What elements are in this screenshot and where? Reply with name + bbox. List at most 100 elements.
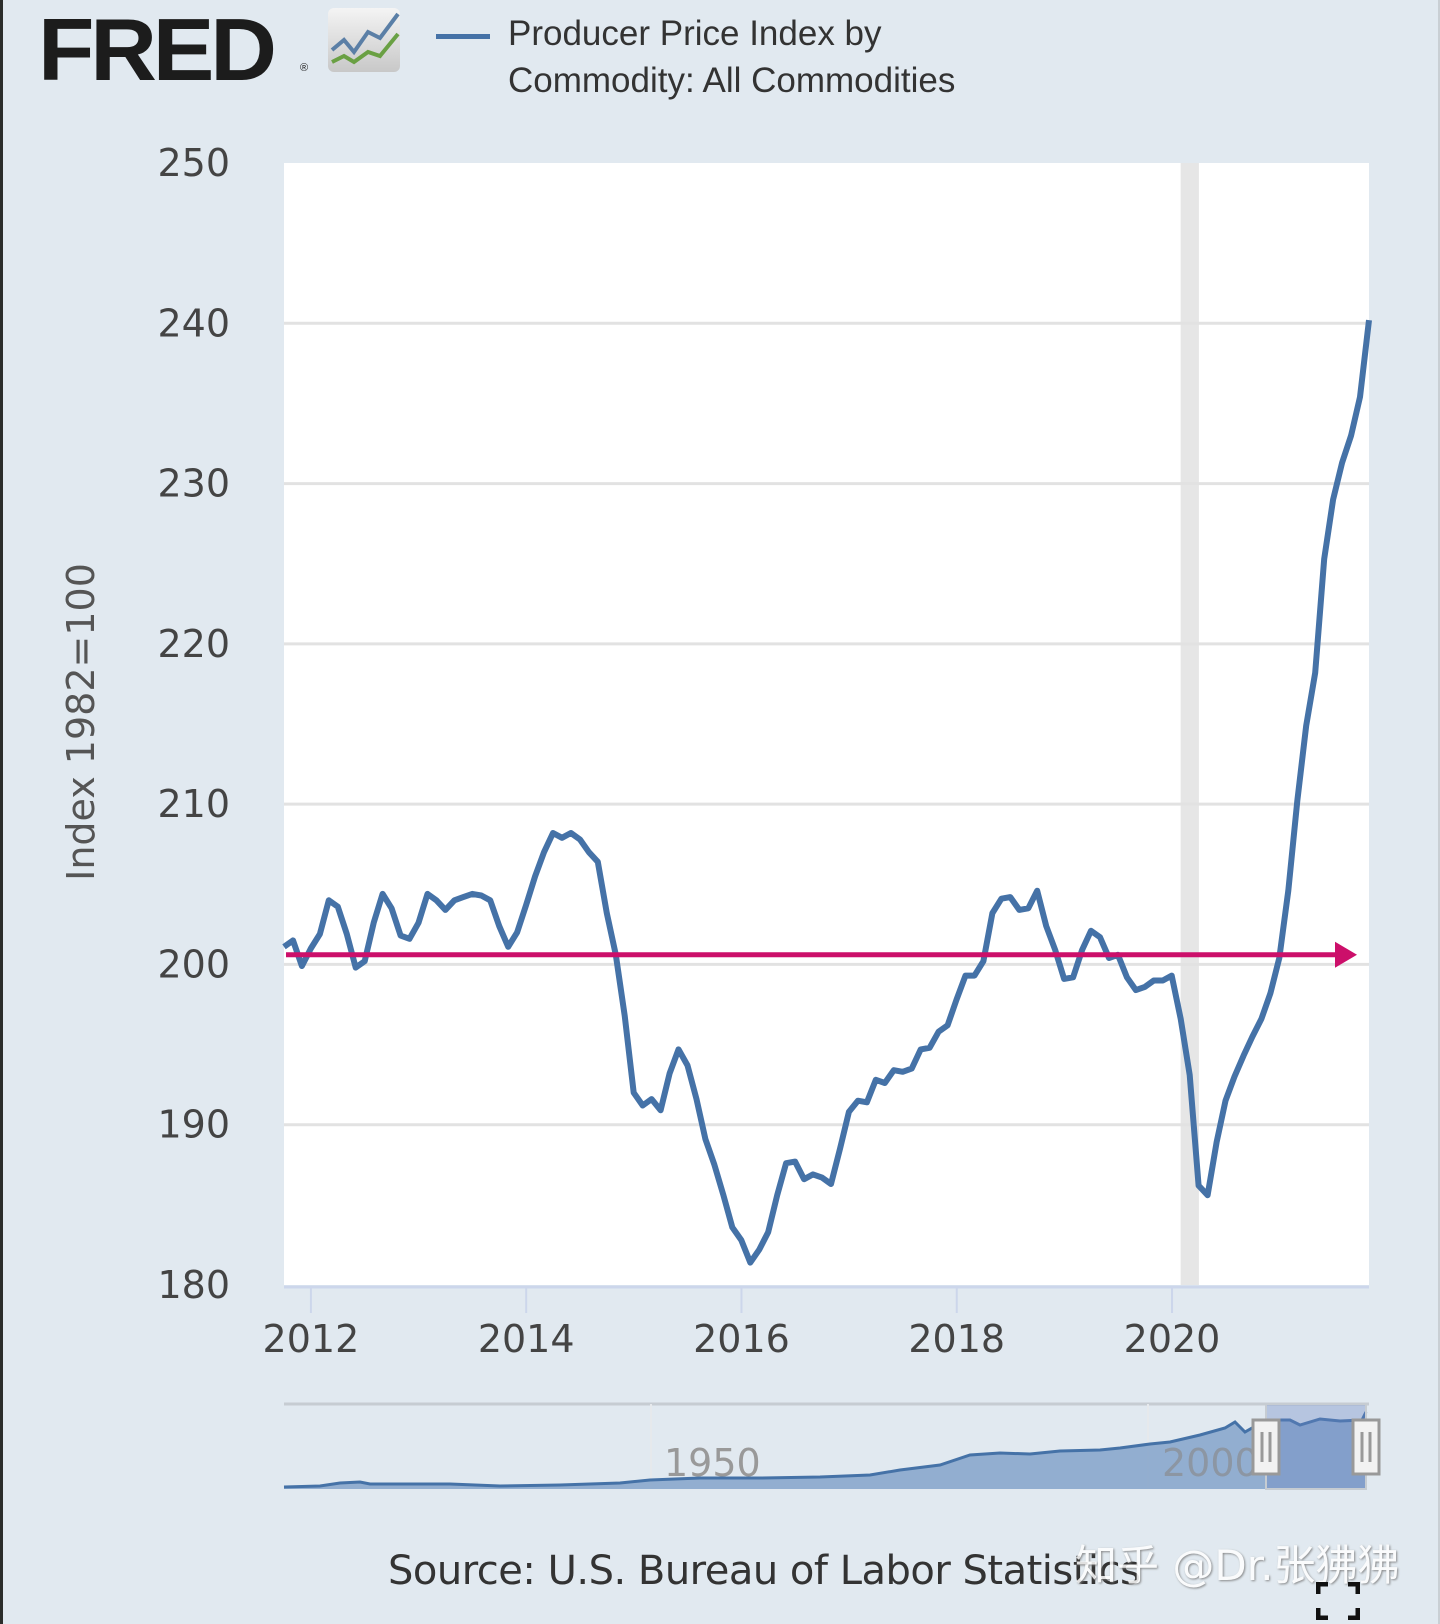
data-point[interactable]	[559, 835, 565, 841]
data-point[interactable]	[317, 931, 323, 937]
data-point[interactable]	[846, 1109, 852, 1115]
data-point[interactable]	[747, 1260, 753, 1266]
data-point[interactable]	[945, 1022, 951, 1028]
data-point[interactable]	[1321, 556, 1327, 562]
data-point[interactable]	[550, 830, 556, 836]
data-point[interactable]	[1285, 888, 1291, 894]
data-point[interactable]	[398, 933, 404, 939]
data-point[interactable]	[1339, 460, 1345, 466]
data-point[interactable]	[882, 1080, 888, 1086]
data-point[interactable]	[693, 1096, 699, 1102]
data-point[interactable]	[568, 830, 574, 836]
data-point[interactable]	[1052, 947, 1058, 953]
data-point[interactable]	[1214, 1139, 1220, 1145]
data-point[interactable]	[469, 891, 475, 897]
data-point[interactable]	[1312, 670, 1318, 676]
data-point[interactable]	[927, 1045, 933, 1051]
data-point[interactable]	[1007, 894, 1013, 900]
data-point[interactable]	[792, 1159, 798, 1165]
data-point[interactable]	[344, 931, 350, 937]
data-point[interactable]	[281, 944, 287, 950]
data-point[interactable]	[496, 923, 502, 929]
data-point[interactable]	[604, 910, 610, 916]
data-point[interactable]	[1348, 432, 1354, 438]
data-point[interactable]	[801, 1176, 807, 1182]
data-point[interactable]	[1061, 976, 1067, 982]
data-point[interactable]	[299, 963, 305, 969]
data-point[interactable]	[335, 904, 341, 910]
data-point[interactable]	[1160, 977, 1166, 983]
data-point[interactable]	[658, 1107, 664, 1113]
data-point[interactable]	[855, 1098, 861, 1104]
data-point[interactable]	[774, 1192, 780, 1198]
data-point[interactable]	[667, 1070, 673, 1076]
data-point[interactable]	[1043, 923, 1049, 929]
data-point[interactable]	[1124, 974, 1130, 980]
data-point[interactable]	[1070, 974, 1076, 980]
data-point[interactable]	[1034, 888, 1040, 894]
data-point[interactable]	[362, 958, 368, 964]
data-point[interactable]	[523, 902, 529, 908]
data-point[interactable]	[998, 896, 1004, 902]
data-point[interactable]	[1231, 1074, 1237, 1080]
data-point[interactable]	[1205, 1192, 1211, 1198]
data-point[interactable]	[676, 1046, 682, 1052]
data-point[interactable]	[1258, 1016, 1264, 1022]
data-point[interactable]	[586, 849, 592, 855]
data-point[interactable]	[1097, 934, 1103, 940]
data-point[interactable]	[442, 907, 448, 913]
data-point[interactable]	[1267, 990, 1273, 996]
data-point[interactable]	[1088, 928, 1094, 934]
data-point[interactable]	[1294, 798, 1300, 804]
data-point[interactable]	[595, 859, 601, 865]
fred-logo[interactable]: FRED	[38, 0, 277, 99]
data-point[interactable]	[1357, 394, 1363, 400]
data-point[interactable]	[1178, 1016, 1184, 1022]
data-point[interactable]	[532, 873, 538, 879]
data-point[interactable]	[936, 1029, 942, 1035]
data-point[interactable]	[765, 1229, 771, 1235]
navigator-handle[interactable]	[1351, 1418, 1381, 1476]
data-point[interactable]	[1169, 973, 1175, 979]
data-point[interactable]	[971, 973, 977, 979]
data-point[interactable]	[1079, 947, 1085, 953]
data-point[interactable]	[729, 1224, 735, 1230]
data-point[interactable]	[1223, 1098, 1229, 1104]
data-point[interactable]	[371, 920, 377, 926]
data-point[interactable]	[433, 897, 439, 903]
data-point[interactable]	[640, 1102, 646, 1108]
data-point[interactable]	[1142, 984, 1148, 990]
data-point[interactable]	[451, 897, 457, 903]
data-point[interactable]	[290, 937, 296, 943]
data-point[interactable]	[407, 936, 413, 942]
data-point[interactable]	[424, 891, 430, 897]
data-point[interactable]	[980, 958, 986, 964]
data-point[interactable]	[702, 1136, 708, 1142]
data-point[interactable]	[954, 997, 960, 1003]
data-point[interactable]	[685, 1062, 691, 1068]
data-point[interactable]	[1249, 1034, 1255, 1040]
data-point[interactable]	[308, 945, 314, 951]
data-point[interactable]	[505, 944, 511, 950]
data-point[interactable]	[1016, 907, 1022, 913]
data-point[interactable]	[622, 1013, 628, 1019]
data-point[interactable]	[873, 1077, 879, 1083]
navigator-selection[interactable]	[1265, 1403, 1367, 1490]
data-point[interactable]	[1303, 723, 1309, 729]
data-point[interactable]	[1151, 977, 1157, 983]
navigator-handle[interactable]	[1251, 1418, 1281, 1476]
data-point[interactable]	[819, 1175, 825, 1181]
data-point[interactable]	[909, 1066, 915, 1072]
data-point[interactable]	[989, 910, 995, 916]
data-point[interactable]	[478, 893, 484, 899]
data-point[interactable]	[460, 894, 466, 900]
data-point[interactable]	[514, 929, 520, 935]
data-point[interactable]	[1330, 497, 1336, 503]
data-point[interactable]	[1366, 317, 1372, 323]
data-point[interactable]	[389, 905, 395, 911]
data-point[interactable]	[1133, 987, 1139, 993]
data-point[interactable]	[1240, 1053, 1246, 1059]
data-point[interactable]	[577, 836, 583, 842]
data-point[interactable]	[1187, 1072, 1193, 1078]
data-point[interactable]	[783, 1160, 789, 1166]
